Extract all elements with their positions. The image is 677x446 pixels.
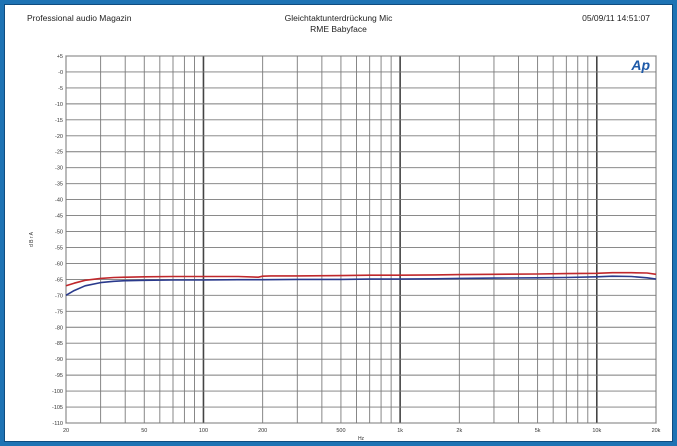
y-tick-label: -100 — [52, 389, 63, 395]
chart-title-block: Gleichtaktunterdrückung Mic RME Babyface — [5, 13, 672, 35]
timestamp: 05/09/11 14:51:07 — [582, 13, 650, 23]
x-tick-label: 200 — [258, 428, 267, 434]
y-tick-label: +5 — [57, 54, 63, 60]
chart-frame: Professional audio Magazin Gleichtaktunt… — [4, 4, 673, 442]
series-line-red — [65, 271, 657, 287]
y-tick-labels: +5 -0 -5 -10 -15 -20 -25 -30 -35 -40 -45 -50 -55 -60 -… — [52, 54, 63, 427]
x-tick-label: 50 — [141, 428, 147, 434]
x-tick-label: 20k — [652, 428, 661, 434]
y-tick-label: -90 — [55, 357, 63, 363]
y-tick-label: -70 — [55, 293, 63, 299]
y-axis-label: d B r A — [29, 231, 35, 247]
horizontal-gridlines — [66, 55, 656, 424]
y-tick-label: -5 — [58, 86, 63, 92]
y-tick-label: -30 — [55, 166, 63, 172]
y-tick-label: -20 — [55, 134, 63, 140]
vertical-gridlines — [65, 56, 657, 423]
y-tick-label: -10 — [55, 102, 63, 108]
y-tick-label: -40 — [55, 198, 63, 204]
y-tick-label: -0 — [58, 70, 63, 76]
y-tick-label: -50 — [55, 230, 63, 236]
chart-title: Gleichtaktunterdrückung Mic — [284, 13, 393, 23]
ap-logo: Ap — [630, 57, 650, 73]
x-tick-label: 5k — [535, 428, 541, 434]
y-tick-label: -75 — [55, 309, 63, 315]
y-tick-label: -45 — [55, 214, 63, 220]
x-tick-label: 100 — [199, 428, 208, 434]
y-tick-label: -105 — [52, 405, 63, 411]
y-tick-label: -95 — [55, 373, 63, 379]
x-tick-label: 500 — [336, 428, 345, 434]
x-tick-label: 1k — [397, 428, 403, 434]
chart-subtitle: RME Babyface — [310, 24, 367, 34]
y-tick-label: -15 — [55, 118, 63, 124]
y-tick-label: -110 — [52, 421, 63, 427]
frequency-response-chart: +5 -0 -5 -10 -15 -20 -25 -30 -35 -40 -45 -50 -55 -60 -… — [29, 54, 661, 441]
series-lines — [65, 271, 657, 296]
y-tick-label: -85 — [55, 341, 63, 347]
x-tick-label: 20 — [63, 428, 69, 434]
y-tick-label: -55 — [55, 245, 63, 251]
y-tick-label: -65 — [55, 277, 63, 283]
x-axis-label: Hz — [358, 436, 365, 441]
y-tick-label: -25 — [55, 150, 63, 156]
x-tick-label: 2k — [456, 428, 462, 434]
x-tick-label: 10k — [592, 428, 601, 434]
y-tick-label: -60 — [55, 261, 63, 267]
series-line-blue — [65, 275, 657, 296]
plot-area — [65, 55, 657, 424]
publisher-label: Professional audio Magazin — [27, 13, 132, 23]
x-tick-labels: 20 50 100 200 500 1k 2k 5k 10k 20k — [63, 428, 661, 434]
y-tick-label: -80 — [55, 325, 63, 331]
y-tick-label: -35 — [55, 182, 63, 188]
